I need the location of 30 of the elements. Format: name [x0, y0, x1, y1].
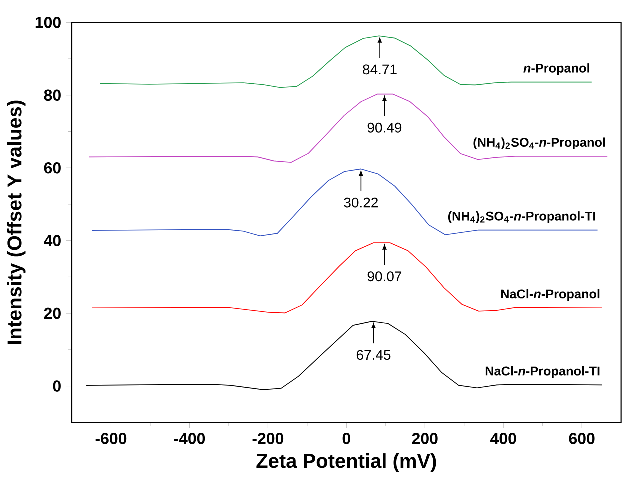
y-tick-label: 20 [44, 308, 61, 320]
x-tick-label: 0 [342, 433, 350, 444]
line-series [92, 168, 598, 237]
y-tick-label: 100 [36, 16, 61, 28]
x-tick-label: 200 [412, 433, 438, 444]
annotation: 67.45 [356, 350, 391, 360]
annotation: 90.07 [368, 272, 402, 282]
x-tick-label: -200 [252, 433, 284, 444]
line-series [100, 36, 592, 88]
y-tick-label: 40 [44, 235, 61, 246]
line-series [88, 94, 608, 164]
y-tick-label: 0 [53, 380, 61, 392]
x-tick-label: -600 [96, 433, 127, 444]
series-label: NaCl-n-Propanol [501, 289, 600, 302]
y-tick-label: 80 [44, 90, 61, 102]
x-tick-label: 400 [490, 433, 516, 444]
series-label: n-Propanol [524, 64, 590, 76]
text: (NH$_{4}$)$_{2}$SO$_{4}$-n-Propanol-TI [448, 212, 596, 224]
line-series [86, 321, 602, 390]
y-tick-label: 60 [44, 162, 61, 174]
annotation: 30.22 [344, 198, 378, 208]
line-series [92, 242, 602, 314]
series-label: NaCl-n-Propanol-TI [486, 366, 600, 378]
text: (NH$_{4}$)$_{2}$SO$_{4}$-n-Propanol [474, 138, 606, 150]
x-tick-label: 600 [569, 433, 595, 444]
x-axis-title: Zeta Potential (mV) [256, 454, 436, 472]
annotation: 84.71 [363, 64, 397, 75]
y-axis-title: Intensity (Offset Y values) [7, 100, 26, 344]
x-tick-label: -400 [174, 433, 206, 444]
annotation: 90.49 [368, 122, 402, 133]
